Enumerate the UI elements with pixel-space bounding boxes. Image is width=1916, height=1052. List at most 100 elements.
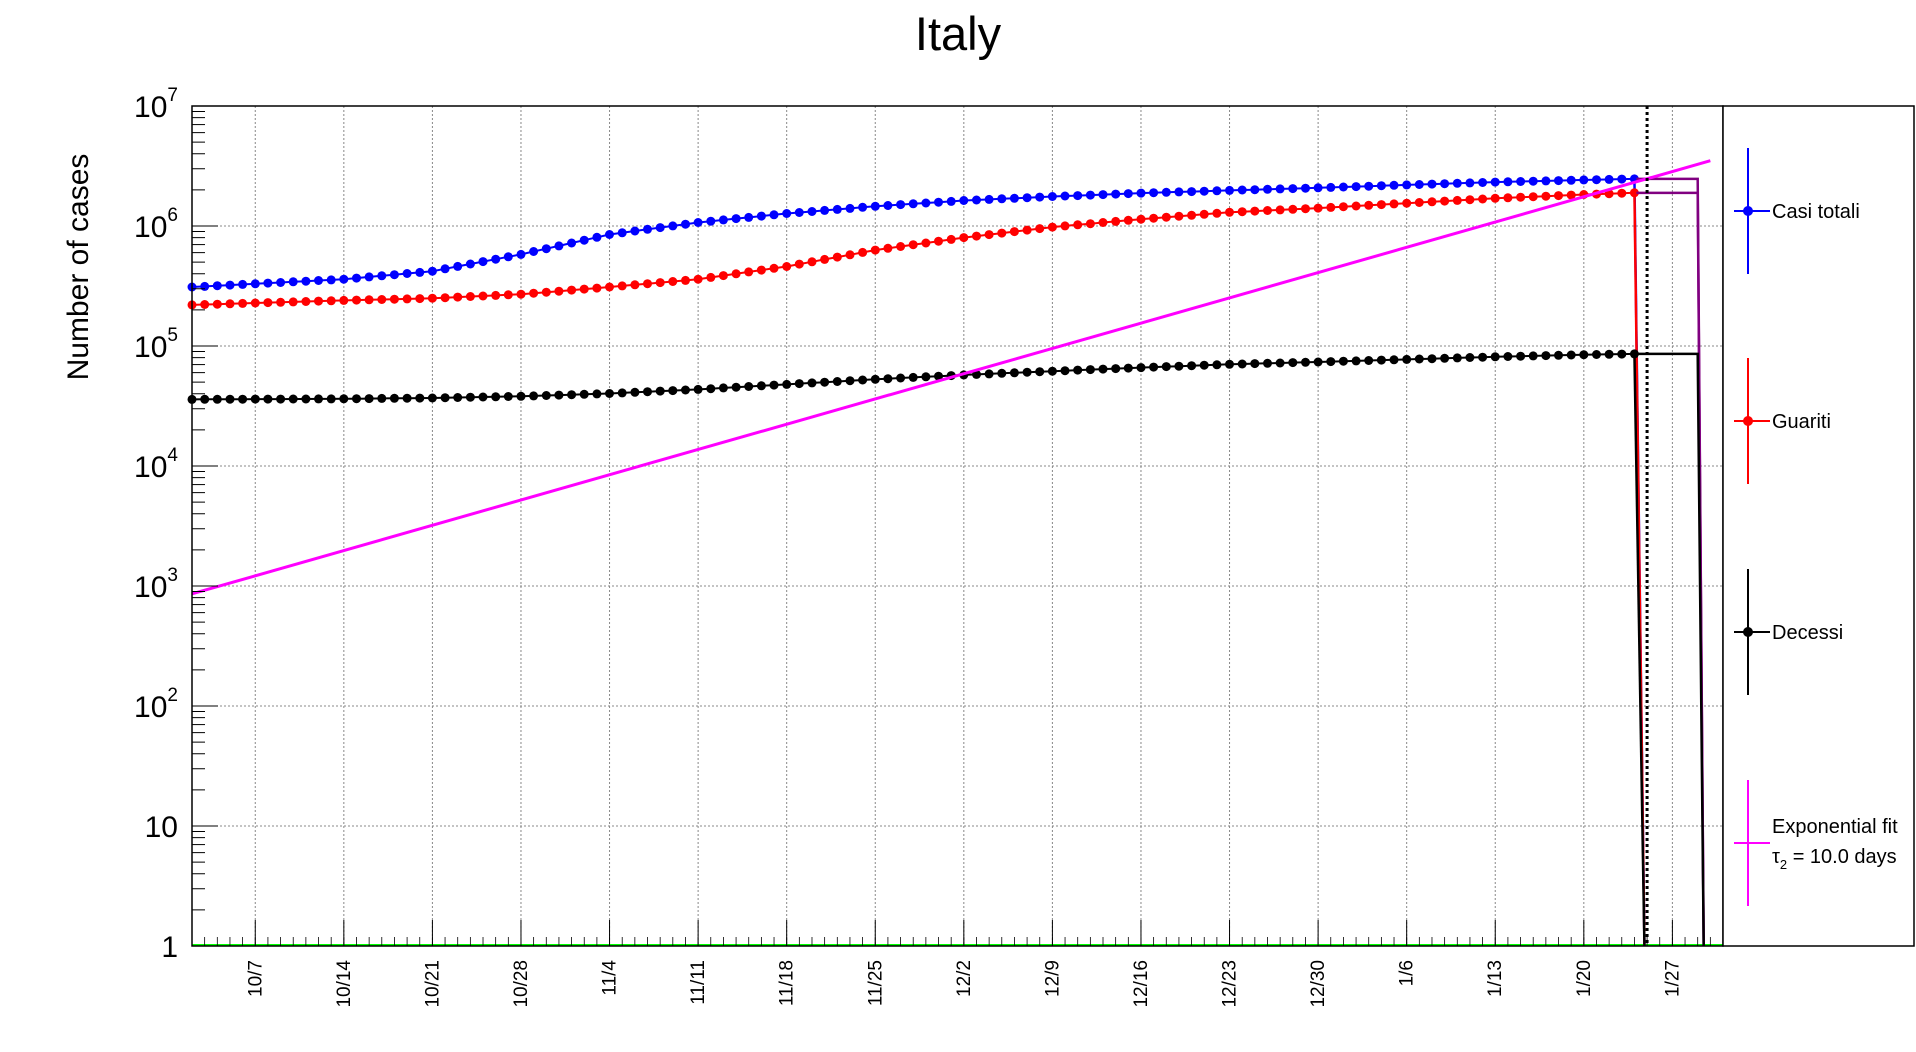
decessi-point (1009, 368, 1019, 378)
exponential-fit-legend-label: Exponential fit (1772, 816, 1898, 838)
casi-totali-point (1351, 182, 1361, 192)
decessi-point (1174, 361, 1184, 371)
casi-totali-legend-label: Casi totali (1772, 201, 1860, 223)
casi-totali-point (1047, 192, 1057, 201)
casi-totali-point (352, 273, 361, 283)
casi-totali-point (288, 277, 298, 287)
casi-totali-point (1414, 180, 1424, 189)
guariti-point (1516, 192, 1526, 202)
guariti-point (491, 290, 501, 300)
guariti-point (1149, 213, 1159, 223)
decessi-point (1402, 354, 1412, 364)
decessi-drop (1633, 353, 1646, 947)
guariti-point (1313, 203, 1323, 213)
guariti-point (921, 238, 931, 248)
casi-totali-point (1263, 184, 1272, 194)
casi-totali-point (1161, 187, 1171, 197)
casi-totali-point (212, 281, 222, 291)
casi-totali-point (529, 247, 539, 256)
y-tick-base: 10 (134, 691, 167, 724)
guariti-point (250, 298, 260, 308)
guariti-point (617, 281, 627, 291)
casi-totali-point (364, 272, 374, 282)
x-tick-label: 11/4 (600, 960, 621, 996)
casi-totali-point (1604, 174, 1614, 184)
fit-legend-tau: τ2 = 10.0 days (1772, 846, 1897, 872)
decessi-point (997, 368, 1007, 378)
casi-totali-point (301, 276, 311, 286)
guariti-point (200, 300, 210, 309)
casi-totali-point (200, 281, 210, 291)
x-tick-label: 12/2 (954, 960, 975, 997)
y-tick-label: 10 (145, 811, 178, 844)
casi-totali-point (668, 221, 678, 231)
guariti-point (681, 275, 690, 285)
guariti-point (1528, 192, 1538, 202)
guariti-point (731, 269, 741, 279)
decessi-point (731, 382, 741, 392)
guariti-point (212, 299, 222, 309)
y-tick-base: 1 (161, 931, 178, 964)
decessi-point (1098, 364, 1108, 374)
casi-totali-point (263, 278, 273, 288)
y-tick-base: 10 (134, 91, 167, 124)
y-tick-exponent: 3 (167, 565, 178, 586)
guariti-point (1047, 222, 1057, 232)
guariti-point (858, 247, 868, 257)
casi-totali-point (1035, 192, 1045, 202)
guariti-point (896, 242, 906, 251)
guariti-point (668, 277, 678, 286)
guariti-point (1490, 193, 1500, 203)
casi-totali-point (1503, 177, 1513, 187)
casi-totali-point (858, 202, 868, 212)
casi-totali-point (1376, 181, 1386, 191)
casi-totali-point (225, 280, 235, 290)
casi-totali-point (617, 228, 627, 238)
casi-totali-point (238, 279, 248, 289)
decessi-point (1427, 354, 1437, 364)
casi-totali-point (554, 241, 564, 251)
decessi-point (1389, 355, 1399, 365)
casi-totali-point (1237, 185, 1247, 195)
decessi-point (352, 394, 361, 404)
decessi-point (567, 390, 577, 400)
casi-totali-point (1554, 176, 1563, 186)
guariti-point (1123, 215, 1133, 225)
decessi-point (1073, 365, 1083, 375)
decessi-point (1225, 359, 1234, 369)
decessi-legend-marker (1743, 627, 1753, 637)
decessi-point (212, 394, 222, 404)
guariti-point (288, 297, 298, 307)
decessi-point (617, 388, 627, 398)
guariti-point (1617, 188, 1627, 198)
decessi-point (288, 394, 298, 404)
decessi-point (516, 391, 526, 401)
guariti-point (1541, 191, 1551, 201)
decessi-point (1199, 360, 1209, 370)
casi-totali-point (630, 226, 640, 236)
y-tick-exponent: 5 (167, 325, 178, 346)
decessi-point (579, 389, 589, 399)
decessi-point (1149, 362, 1159, 372)
casi-totali-point (465, 259, 475, 269)
casi-totali-point (1250, 185, 1260, 195)
casi-totali-point (769, 210, 779, 220)
guariti-point (1009, 227, 1019, 237)
x-tick-label: 1/27 (1662, 960, 1683, 997)
decessi-point (845, 376, 855, 386)
decessi-point (1516, 351, 1526, 361)
decessi-point (478, 392, 488, 402)
guariti-point (1022, 225, 1032, 235)
decessi-point (1351, 356, 1361, 366)
decessi-point (1617, 349, 1627, 359)
guariti-point (1629, 188, 1639, 198)
casi-totali-point (1326, 182, 1336, 192)
casi-totali-point (276, 278, 286, 287)
casi-totali-point (681, 219, 690, 229)
casi-totali-point (1617, 174, 1627, 184)
decessi-point (643, 387, 652, 397)
guariti-point (655, 278, 665, 288)
casi-totali-point (1073, 191, 1083, 201)
casi-totali-point (870, 201, 880, 211)
